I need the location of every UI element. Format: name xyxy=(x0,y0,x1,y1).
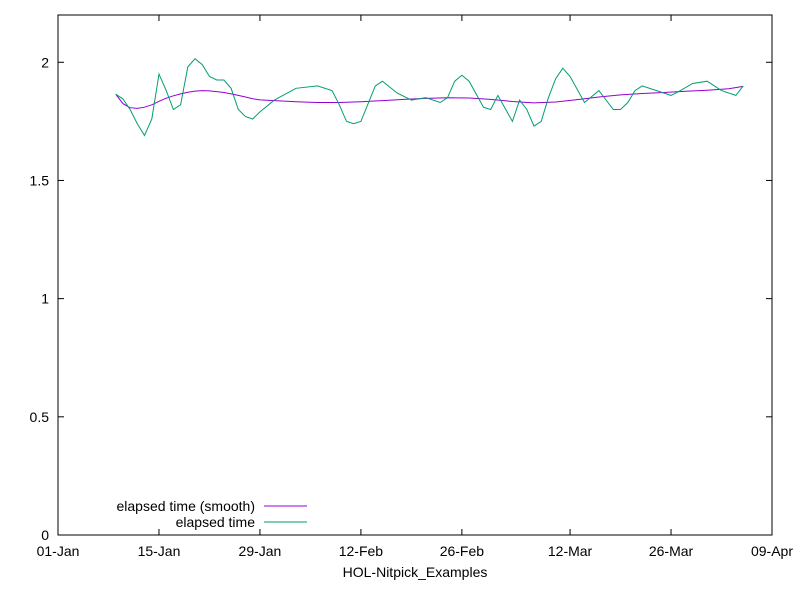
x-tick-label: 26-Mar xyxy=(649,543,694,559)
x-tick-label: 15-Jan xyxy=(138,543,181,559)
legend-label: elapsed time (smooth) xyxy=(116,498,255,514)
plot-frame xyxy=(57,14,773,536)
y-axis-ticks: 0 0.5 1 1.5 2 xyxy=(30,54,772,543)
x-tick-label: 29-Jan xyxy=(239,543,282,559)
x-tick-label: 12-Mar xyxy=(548,543,593,559)
legend-label: elapsed time xyxy=(176,514,256,530)
x-axis-ticks: 01-Jan 15-Jan 29-Jan 12-Feb 26-Feb 12-Mar 26-M… xyxy=(37,15,793,559)
x-tick-label: 09-Apr xyxy=(751,543,793,559)
x-tick-label: 12-Feb xyxy=(339,543,384,559)
y-tick-label: 0.5 xyxy=(30,409,50,425)
x-axis-label: HOL-Nitpick_Examples xyxy=(343,564,488,580)
series-line-0 xyxy=(115,85,744,109)
y-tick-label: 2 xyxy=(41,54,49,70)
x-tick-label: 26-Feb xyxy=(440,543,485,559)
series-lines xyxy=(115,58,744,137)
legend: elapsed time (smooth)elapsed time xyxy=(116,498,307,530)
series-line-1 xyxy=(115,58,744,137)
y-tick-label: 1.5 xyxy=(30,172,50,188)
x-tick-label: 01-Jan xyxy=(37,543,80,559)
y-tick-label: 0 xyxy=(41,527,49,543)
y-tick-label: 1 xyxy=(41,291,49,307)
